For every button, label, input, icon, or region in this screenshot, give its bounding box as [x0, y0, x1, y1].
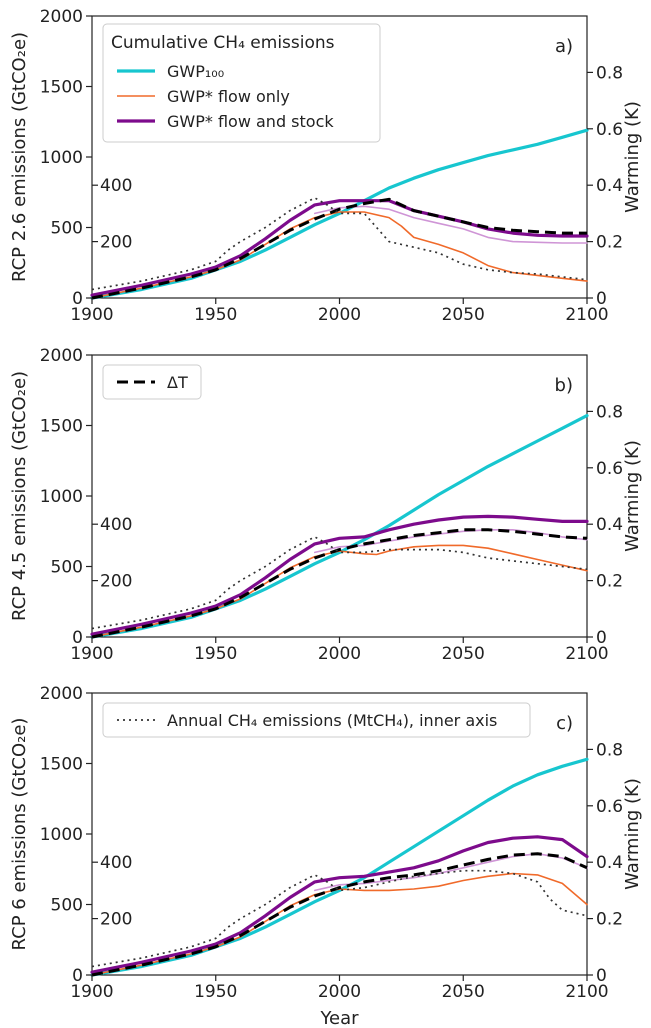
y2-tick-label: 0 — [596, 628, 607, 648]
series-line-1 — [90, 414, 589, 639]
y2-tick-label: 0.8 — [596, 740, 623, 760]
inner-tick-label: 200 — [100, 572, 132, 592]
legend-title: Cumulative CH₄ emissions — [111, 33, 335, 53]
y2-tick-label: 0.2 — [596, 572, 623, 592]
series-line-2 — [91, 544, 588, 638]
legend-label: GWP₁₀₀ — [167, 62, 224, 81]
x-tick-label: 2100 — [565, 644, 608, 664]
y2-tick-label: 0.4 — [596, 853, 623, 873]
y-tick-label: 1500 — [40, 755, 83, 775]
series-line-6 — [91, 536, 588, 630]
y-tick-label: 1000 — [40, 487, 83, 507]
y2-tick-label: 0 — [596, 966, 607, 986]
legend-box — [102, 23, 381, 143]
y-tick-label: 500 — [51, 558, 83, 578]
y2-tick-label: 0 — [596, 289, 607, 309]
legend-box — [102, 702, 531, 738]
inner-tick-label: 400 — [100, 515, 132, 535]
y2-tick-label: 0.6 — [596, 797, 623, 817]
y-tick-label: 1000 — [40, 825, 83, 845]
y2-tick-label: 0.4 — [596, 176, 623, 196]
x-tick-label: 2050 — [442, 982, 485, 1002]
y2-tick-label: 0.8 — [596, 402, 623, 422]
series-line-4 — [313, 205, 588, 244]
panel-1: 1900 1950 2000 2050 2100050010001500200000.2… — [9, 7, 643, 325]
panel-label: a) — [555, 36, 573, 57]
panel-2: 1900 1950 2000 2050 2100050010001500200000.2… — [9, 346, 643, 664]
x-tick-label: 1950 — [194, 644, 237, 664]
y-tick-label: 1500 — [40, 78, 83, 98]
x-tick-label: 2100 — [565, 305, 608, 325]
panel-label: c) — [556, 713, 573, 734]
legend-label: GWP* flow only — [167, 87, 290, 106]
legend: Annual CH₄ emissions (MtCH₄), inner axis — [102, 702, 531, 738]
y2-tick-label: 0.8 — [596, 63, 623, 83]
x-tick-label: 2000 — [318, 305, 361, 325]
x-tick-label: 1950 — [194, 982, 237, 1002]
y-tick-label: 1500 — [40, 417, 83, 437]
series-line-3 — [90, 199, 589, 297]
legend: ΔT — [102, 364, 202, 400]
series-line-3 — [90, 514, 589, 636]
legend: Cumulative CH₄ emissions GWP₁₀₀ GWP* flow … — [102, 23, 381, 143]
y-tick-label: 0 — [72, 289, 83, 309]
inner-tick-label: 200 — [100, 233, 132, 253]
series-line-5 — [91, 197, 587, 300]
legend-label: ΔT — [167, 373, 188, 392]
series-line-4 — [313, 528, 588, 554]
legend-label: Annual CH₄ emissions (MtCH₄), inner axis — [167, 711, 497, 730]
series-line-2 — [91, 211, 588, 299]
y-tick-label: 1000 — [40, 148, 83, 168]
x-tick-label: 2050 — [442, 644, 485, 664]
y2-tick-label: 0.2 — [596, 910, 623, 930]
y-tick-label: 2000 — [40, 7, 83, 27]
x-tick-label: 2050 — [442, 305, 485, 325]
inner-tick-label: 400 — [100, 853, 132, 873]
x-tick-label: 1900 — [70, 644, 113, 664]
x-tick-label: 2000 — [318, 644, 361, 664]
y-axis-title: RCP 4.5 emissions (GtCO₂e) — [9, 371, 30, 621]
inner-tick-label: 200 — [100, 910, 132, 930]
y-tick-label: 500 — [51, 896, 83, 916]
x-tick-label: 1900 — [70, 982, 113, 1002]
legend-label: GWP* flow and stock — [167, 112, 334, 131]
y-axis-title: RCP 6 emissions (GtCO₂e) — [9, 718, 30, 951]
y-tick-label: 0 — [72, 628, 83, 648]
y2-tick-label: 0.4 — [596, 515, 623, 535]
series-line-6 — [91, 197, 588, 291]
y2-tick-label: 0.2 — [596, 233, 623, 253]
y2-axis-title: Warming (K) — [622, 440, 643, 552]
y2-tick-label: 0.6 — [596, 459, 623, 479]
y2-axis-title: Warming (K) — [622, 101, 643, 213]
y-tick-label: 2000 — [40, 684, 83, 704]
x-tick-label: 2000 — [318, 982, 361, 1002]
x-tick-label: 1900 — [70, 305, 113, 325]
x-tick-label: 2100 — [565, 982, 608, 1002]
x-tick-label: 1950 — [194, 305, 237, 325]
series-line-3 — [90, 835, 589, 974]
series-line-5 — [91, 852, 588, 977]
x-axis-title: Year — [319, 1008, 359, 1028]
inner-tick-label: 400 — [100, 176, 132, 196]
panel-3: 1900 1950 2000 2050 2100050010001500200000.2… — [9, 684, 643, 1028]
y2-axis-title: Warming (K) — [622, 778, 643, 890]
y-tick-label: 2000 — [40, 346, 83, 366]
series-line-6 — [91, 869, 588, 968]
series-line-1 — [90, 757, 589, 977]
y2-tick-label: 0.6 — [596, 120, 623, 140]
y-axis-title: RCP 2.6 emissions (GtCO₂e) — [9, 32, 30, 282]
series-line-5 — [91, 528, 588, 639]
panel-label: b) — [555, 375, 573, 396]
y-tick-label: 0 — [72, 966, 83, 986]
y-tick-label: 500 — [51, 219, 83, 239]
